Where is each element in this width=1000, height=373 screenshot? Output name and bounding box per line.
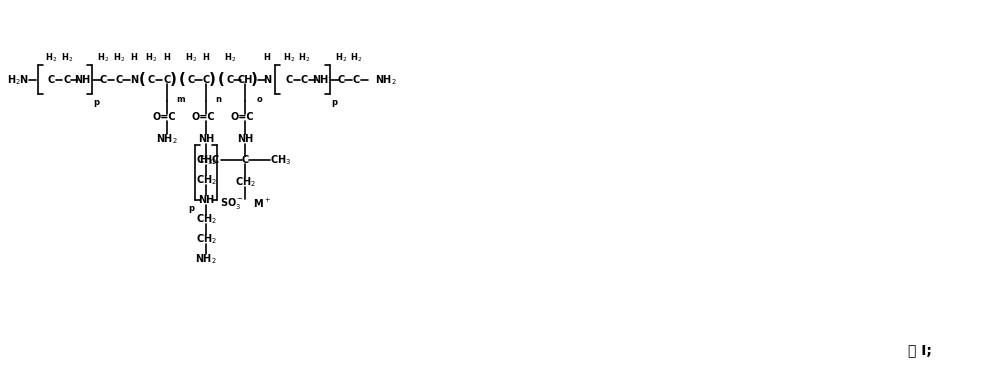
Text: C: C	[187, 75, 194, 85]
Text: H$_2$: H$_2$	[350, 52, 362, 64]
Text: H$_2$: H$_2$	[283, 52, 295, 64]
Text: H$_3$C: H$_3$C	[199, 154, 221, 167]
Text: H$_2$: H$_2$	[45, 52, 58, 64]
Text: (: (	[218, 72, 224, 87]
Text: C: C	[286, 75, 293, 85]
Text: N: N	[130, 75, 138, 85]
Text: NH: NH	[198, 195, 214, 205]
Text: H$_2$: H$_2$	[61, 52, 73, 64]
Text: C: C	[203, 75, 210, 85]
Text: 式 I;: 式 I;	[908, 344, 932, 357]
Text: M$^+$: M$^+$	[253, 197, 271, 210]
Text: H: H	[163, 53, 170, 62]
Text: C: C	[100, 75, 107, 85]
Text: C: C	[337, 75, 345, 85]
Text: CH$_2$: CH$_2$	[196, 154, 217, 167]
Text: m: m	[176, 95, 184, 104]
Text: NH: NH	[312, 75, 328, 85]
Text: H$_2$: H$_2$	[298, 52, 311, 64]
Text: C: C	[353, 75, 360, 85]
Text: H: H	[203, 53, 210, 62]
Text: H: H	[131, 53, 137, 62]
Text: H$_2$: H$_2$	[97, 52, 109, 64]
Text: N: N	[263, 75, 271, 85]
Text: NH: NH	[74, 75, 90, 85]
Text: ): )	[170, 72, 177, 87]
Text: ): )	[209, 72, 216, 87]
Text: C: C	[301, 75, 308, 85]
Text: H$_2$: H$_2$	[335, 52, 347, 64]
Text: CH$_2$: CH$_2$	[235, 175, 256, 189]
Text: O=C: O=C	[191, 112, 215, 122]
Text: H$_2$: H$_2$	[145, 52, 158, 64]
Text: NH$_2$: NH$_2$	[375, 73, 397, 87]
Text: ): )	[250, 72, 257, 87]
Text: C: C	[115, 75, 122, 85]
Text: H$_2$: H$_2$	[113, 52, 125, 64]
Text: n: n	[215, 95, 221, 104]
Text: C: C	[226, 75, 234, 85]
Text: NH$_2$: NH$_2$	[156, 132, 178, 145]
Text: C: C	[63, 75, 71, 85]
Text: H: H	[263, 53, 270, 62]
Text: NH$_2$: NH$_2$	[195, 252, 217, 266]
Text: p: p	[93, 98, 99, 107]
Text: p: p	[188, 204, 194, 213]
Text: C: C	[163, 75, 170, 85]
Text: C: C	[48, 75, 55, 85]
Text: (: (	[178, 72, 185, 87]
Text: (: (	[139, 72, 146, 87]
Text: H$_2$: H$_2$	[185, 52, 197, 64]
Text: CH$_2$: CH$_2$	[196, 232, 217, 246]
Text: SO$_3^-$: SO$_3^-$	[220, 196, 243, 211]
Text: NH: NH	[237, 134, 254, 144]
Text: O=C: O=C	[152, 112, 176, 122]
Text: C: C	[242, 156, 249, 165]
Text: C: C	[148, 75, 155, 85]
Text: NH: NH	[198, 134, 214, 144]
Text: CH$_2$: CH$_2$	[196, 213, 217, 226]
Text: CH: CH	[238, 75, 253, 85]
Text: CH$_3$: CH$_3$	[270, 154, 291, 167]
Text: O=C: O=C	[231, 112, 254, 122]
Text: H$_2$: H$_2$	[224, 52, 236, 64]
Text: H$_2$N: H$_2$N	[7, 73, 29, 87]
Text: p: p	[331, 98, 337, 107]
Text: o: o	[256, 95, 262, 104]
Text: CH$_2$: CH$_2$	[196, 173, 217, 187]
